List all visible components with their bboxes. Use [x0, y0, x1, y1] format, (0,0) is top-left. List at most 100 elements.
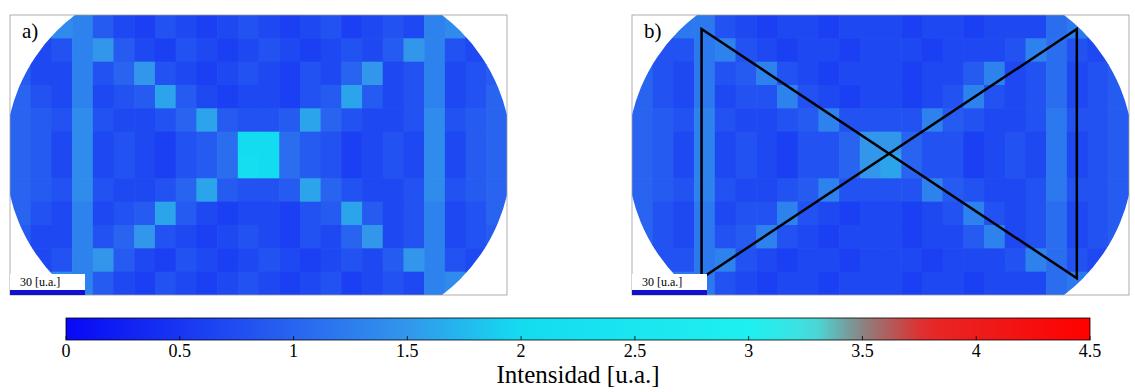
cell: [114, 62, 135, 86]
cell: [860, 15, 881, 39]
cell: [176, 225, 197, 249]
cell: [756, 155, 777, 179]
cell: [673, 132, 694, 156]
cell: [881, 202, 902, 226]
cell: [860, 38, 881, 62]
cell: [818, 62, 839, 86]
cell: [300, 202, 321, 226]
cell: [362, 178, 383, 202]
cell: [51, 248, 72, 272]
cell: [736, 248, 757, 272]
cell: [984, 178, 1005, 202]
cell: [943, 202, 964, 226]
cell: [196, 62, 217, 86]
cell: [445, 248, 466, 272]
cell: [736, 132, 757, 156]
cell: [300, 38, 321, 62]
colorbar-tick: [407, 336, 408, 340]
cell: [736, 178, 757, 202]
cell: [860, 225, 881, 249]
cell: [176, 202, 197, 226]
cell: [466, 85, 487, 109]
cell: [362, 132, 383, 156]
cell: [777, 225, 798, 249]
cell: [445, 178, 466, 202]
cell: [134, 85, 155, 109]
cell: [818, 15, 839, 39]
cell: [736, 202, 757, 226]
cell: [901, 108, 922, 132]
cell: [72, 108, 93, 132]
colorbar-tick: [1090, 336, 1091, 340]
cell: [300, 62, 321, 86]
cell: [362, 15, 383, 39]
cell: [403, 225, 424, 249]
cell: [217, 108, 238, 132]
cell: [341, 225, 362, 249]
cell: [818, 225, 839, 249]
cell: [341, 38, 362, 62]
cell: [300, 272, 321, 295]
cell: [881, 85, 902, 109]
cell: [93, 132, 114, 156]
cell: [51, 85, 72, 109]
cell: [653, 132, 674, 156]
cell: [798, 108, 819, 132]
cell: [486, 108, 507, 132]
cell: [341, 132, 362, 156]
cell: [922, 202, 943, 226]
cell: [1108, 108, 1129, 132]
cell: [51, 132, 72, 156]
cell: [383, 15, 404, 39]
cell: [1088, 155, 1109, 179]
cell: [259, 62, 280, 86]
cell: [466, 108, 487, 132]
cell: [321, 155, 342, 179]
cell: [673, 155, 694, 179]
cell: [984, 202, 1005, 226]
orbit: [702, 29, 1077, 278]
cell: [383, 132, 404, 156]
cell: [818, 108, 839, 132]
cell: [362, 85, 383, 109]
cell: [486, 202, 507, 226]
cell: [901, 85, 922, 109]
cell: [984, 272, 1005, 295]
cell: [217, 62, 238, 86]
cell: [93, 272, 114, 295]
cell: [922, 272, 943, 295]
colorbar-title: Intensidad [u.a.]: [496, 361, 659, 388]
cell: [839, 38, 860, 62]
cell: [424, 225, 445, 249]
cell: [279, 272, 300, 295]
cell: [777, 155, 798, 179]
cell: [238, 178, 259, 202]
cell: [155, 155, 176, 179]
cell: [10, 155, 31, 179]
cell: [818, 248, 839, 272]
scale-bar-bg: [632, 274, 707, 295]
colorbar-tick: [634, 336, 635, 340]
cell: [694, 202, 715, 226]
cell: [134, 248, 155, 272]
cell: [466, 38, 487, 62]
cell: [10, 85, 31, 109]
cell: [1046, 15, 1067, 39]
cell: [1046, 225, 1067, 249]
cell: [1005, 272, 1026, 295]
cell: [238, 272, 259, 295]
cell: [673, 178, 694, 202]
panel-label: a): [22, 19, 38, 43]
cell: [72, 62, 93, 86]
panel: a)30 [u.a.]: [10, 15, 508, 296]
cell: [134, 272, 155, 295]
cell: [798, 15, 819, 39]
cell: [860, 248, 881, 272]
cell: [321, 202, 342, 226]
cell: [1046, 272, 1067, 295]
cell: [300, 85, 321, 109]
cell: [279, 202, 300, 226]
colorbar-tick: [976, 336, 977, 340]
cell: [984, 155, 1005, 179]
cell: [196, 108, 217, 132]
